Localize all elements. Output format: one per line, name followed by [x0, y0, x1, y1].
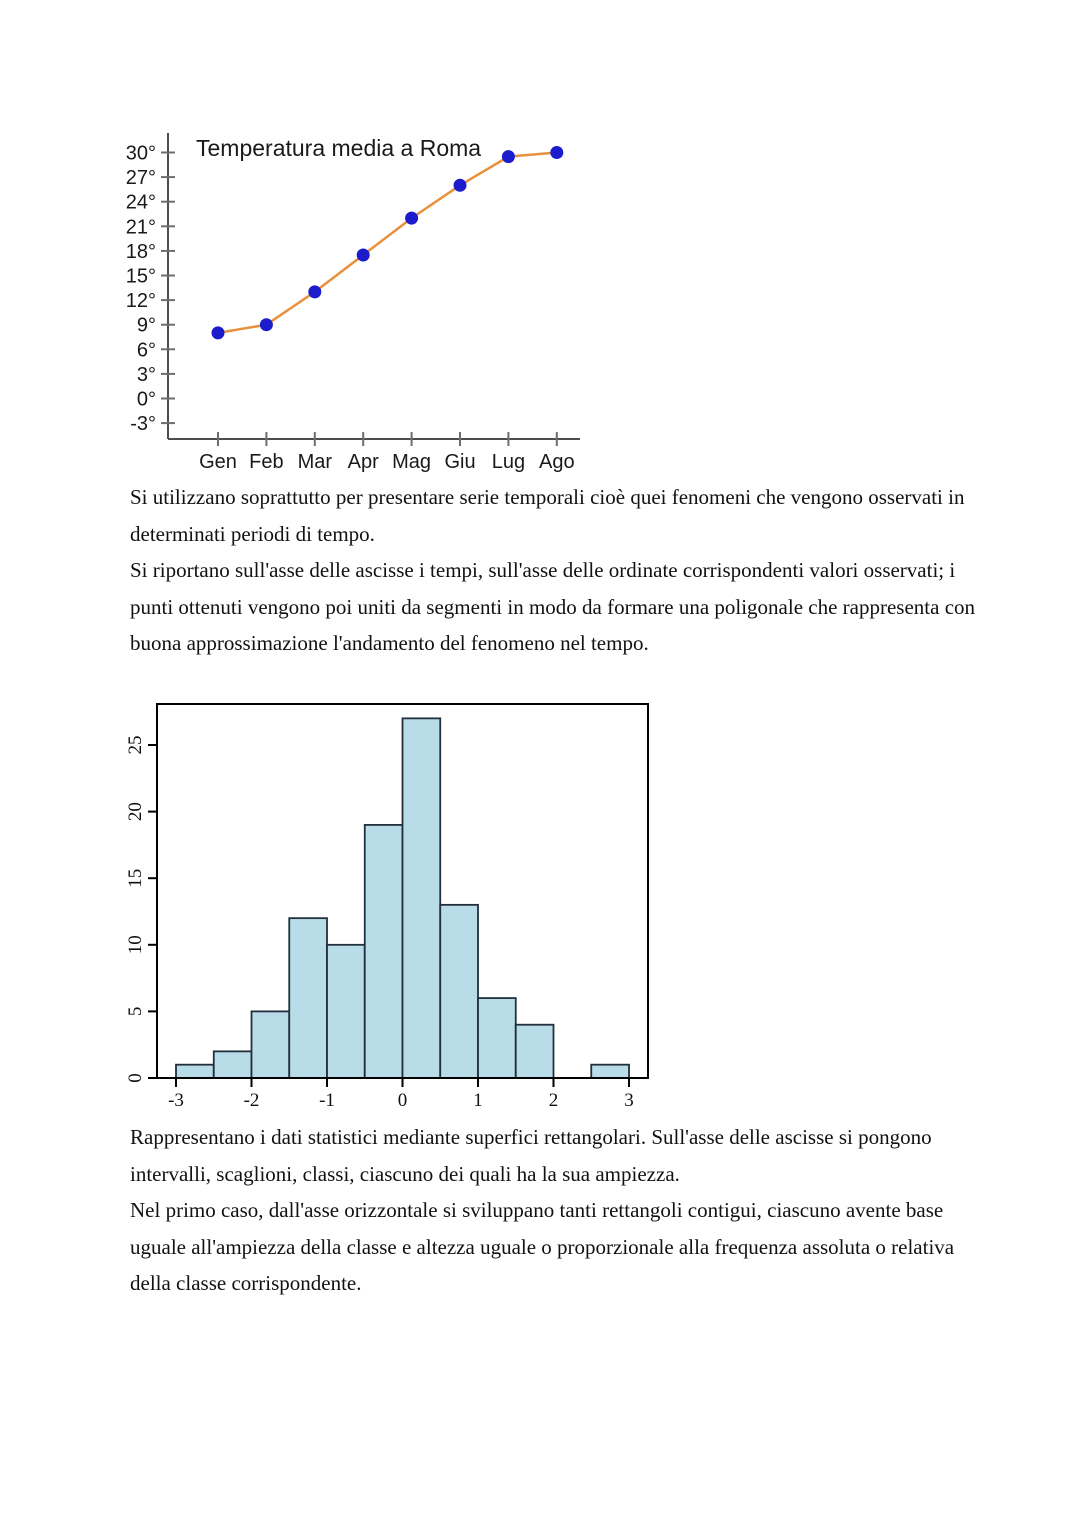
x-tick-label: 1 — [473, 1090, 483, 1111]
data-point-feb — [259, 318, 273, 332]
line-chart-description: Si utilizzano soprattutto per presentare… — [130, 479, 990, 662]
data-point-mag — [405, 211, 419, 225]
data-point-ago — [550, 146, 564, 159]
histogram-bar — [590, 1063, 630, 1079]
histogram-bar — [326, 943, 366, 1079]
y-tick-label: 27° — [126, 167, 156, 189]
x-tick-label: -2 — [244, 1090, 260, 1111]
x-tick-label: Feb — [249, 451, 283, 473]
y-tick-label: 20 — [125, 802, 146, 821]
paragraph-poligonale: Si riportano sull'asse delle ascisse i t… — [130, 558, 976, 656]
y-tick-label: 15 — [125, 869, 146, 888]
x-tick-label: Mar — [298, 451, 333, 473]
y-tick-label: 10 — [125, 935, 146, 954]
x-tick-label: Gen — [199, 451, 237, 473]
y-tick-label: 9° — [137, 315, 156, 337]
paragraph-rettangoli-contigui: Nel primo caso, dall'asse orizzontale si… — [130, 1198, 955, 1296]
data-point-apr — [356, 248, 370, 262]
y-tick-label: 24° — [126, 192, 156, 214]
histogram-chart: -3 -2 -1 0 1 2 3 0 5 10 15 20 25 — [125, 703, 649, 1111]
histogram-bar — [439, 903, 479, 1079]
line-chart-title: Temperatura media a Roma — [196, 135, 481, 161]
x-tick-label: -1 — [319, 1090, 335, 1111]
x-tick-label: 2 — [549, 1090, 559, 1111]
y-tick-label: 0 — [125, 1073, 146, 1083]
y-tick-label: 15° — [126, 266, 156, 288]
x-tick-label: 3 — [624, 1090, 634, 1111]
line-chart-temperatura-roma: 30°27° 24°21° 18° 15°12° 9°6° 3° 0°-3° Gen Feb Ma… — [126, 133, 580, 473]
y-tick-label: 3° — [137, 364, 156, 386]
x-tick-label: Apr — [348, 451, 379, 473]
histogram-bar — [175, 1063, 215, 1079]
y-tick-label: 30° — [126, 143, 156, 165]
y-tick-label: 25 — [125, 736, 146, 755]
y-tick-label: -3° — [130, 413, 156, 435]
y-tick-label: 6° — [137, 339, 156, 361]
paragraph-superfici-rettangolari: Rappresentano i dati statistici mediante… — [130, 1125, 932, 1186]
y-tick-label: 18° — [126, 241, 156, 263]
x-tick-label: Mag — [392, 451, 431, 473]
data-point-giu — [453, 178, 467, 192]
histogram-bar — [477, 997, 517, 1079]
data-point-gen — [211, 326, 225, 340]
paragraph-serie-temporali: Si utilizzano soprattutto per presentare… — [130, 485, 965, 546]
histogram-bar — [363, 824, 404, 1079]
temperature-series-line — [217, 151, 557, 335]
histogram-description: Rappresentano i dati statistici mediante… — [130, 1119, 990, 1302]
x-tick-label: Lug — [492, 451, 525, 473]
histogram-bar — [514, 1023, 555, 1079]
histogram-bar — [288, 917, 328, 1079]
x-tick-label: Giu — [444, 451, 475, 473]
x-tick-label: 0 — [398, 1090, 408, 1111]
y-tick-label: 12° — [126, 290, 156, 312]
x-tick-label: -3 — [168, 1090, 184, 1111]
histogram-bar — [212, 1050, 253, 1079]
data-point-lug — [501, 150, 515, 164]
y-tick-label: 0° — [137, 389, 156, 411]
data-point-mar — [308, 285, 322, 299]
histogram-bar — [250, 1010, 291, 1079]
histogram-bar — [401, 717, 442, 1079]
y-tick-label: 21° — [126, 216, 156, 238]
y-tick-label: 5 — [125, 1007, 146, 1017]
x-tick-label: Ago — [539, 451, 575, 473]
